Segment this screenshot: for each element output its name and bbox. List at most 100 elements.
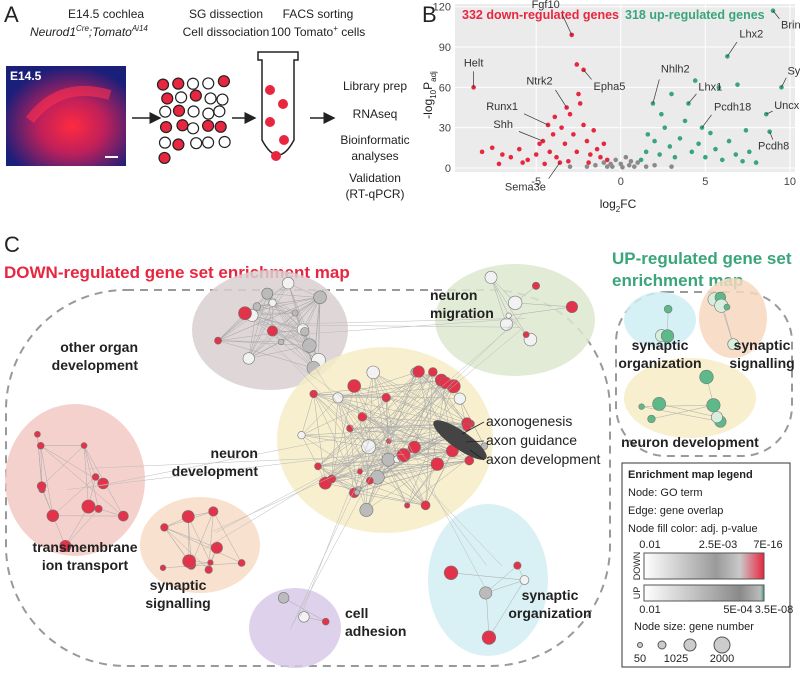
point bbox=[696, 141, 701, 147]
tissue bbox=[26, 85, 112, 124]
edge bbox=[366, 459, 389, 511]
point bbox=[479, 149, 485, 155]
t: Ai14 bbox=[131, 24, 149, 33]
leader bbox=[561, 13, 573, 36]
point bbox=[743, 128, 749, 133]
point bbox=[632, 164, 637, 169]
edge bbox=[368, 446, 426, 506]
edge bbox=[251, 315, 319, 361]
leader bbox=[769, 131, 774, 140]
node bbox=[462, 422, 472, 432]
point bbox=[601, 141, 607, 147]
panel-label: C bbox=[4, 232, 20, 257]
cluster-label: adhesion bbox=[345, 623, 406, 639]
node bbox=[182, 554, 196, 569]
edge bbox=[280, 341, 314, 369]
cell bbox=[187, 105, 200, 118]
point bbox=[533, 152, 539, 157]
edge bbox=[279, 324, 520, 328]
legend-line: Node size: gene number bbox=[634, 621, 754, 633]
y-tick-label: 90 bbox=[439, 42, 451, 54]
edge bbox=[267, 293, 314, 369]
callout: axon development bbox=[486, 451, 601, 467]
edge bbox=[317, 379, 442, 467]
edge bbox=[300, 440, 370, 617]
point bbox=[613, 157, 618, 163]
cell bbox=[172, 77, 185, 90]
node bbox=[46, 509, 60, 523]
point bbox=[581, 122, 586, 128]
node bbox=[660, 329, 675, 343]
node bbox=[97, 477, 109, 490]
tube bbox=[257, 51, 299, 156]
cell bbox=[201, 136, 215, 149]
point bbox=[623, 154, 629, 160]
edge bbox=[354, 385, 468, 424]
leader bbox=[727, 41, 738, 57]
cell bbox=[216, 93, 229, 106]
node bbox=[302, 338, 317, 353]
size-key bbox=[683, 638, 697, 652]
axon-cluster bbox=[433, 420, 487, 460]
edge bbox=[253, 318, 503, 326]
cluster-label: neuron bbox=[430, 287, 477, 303]
legend-label: 332 down-regulated genes bbox=[462, 8, 619, 22]
edge bbox=[356, 371, 419, 493]
point bbox=[662, 125, 668, 130]
step: FACS sorting bbox=[283, 7, 354, 21]
cell bbox=[190, 137, 203, 150]
cell bbox=[278, 99, 288, 109]
x-axis-label: log2FC bbox=[600, 197, 637, 214]
cell bbox=[186, 122, 200, 135]
edge bbox=[651, 404, 714, 420]
point bbox=[652, 162, 657, 168]
y-tick-label: 120 bbox=[433, 2, 451, 14]
edge bbox=[212, 453, 384, 532]
point bbox=[598, 154, 603, 160]
cell bbox=[202, 107, 215, 120]
point bbox=[588, 152, 593, 157]
node bbox=[37, 441, 45, 450]
point bbox=[672, 154, 678, 160]
node bbox=[519, 575, 530, 585]
point bbox=[577, 101, 583, 106]
node bbox=[381, 393, 391, 403]
size-label: 2000 bbox=[710, 653, 734, 665]
cluster-label: development bbox=[52, 357, 139, 373]
edge bbox=[368, 371, 434, 447]
point bbox=[566, 158, 571, 164]
node bbox=[366, 365, 380, 380]
leader bbox=[772, 10, 780, 19]
cluster-label: ion transport bbox=[42, 557, 129, 573]
leader bbox=[465, 440, 485, 443]
edge bbox=[366, 380, 442, 511]
leader bbox=[461, 421, 485, 435]
node bbox=[723, 303, 731, 311]
cluster-label: signalling bbox=[729, 355, 794, 371]
up-title: UP-regulated gene set bbox=[612, 249, 792, 268]
cluster-label: neuron bbox=[211, 445, 258, 461]
edge bbox=[389, 437, 487, 566]
node bbox=[34, 430, 41, 438]
point bbox=[659, 111, 664, 117]
y-tick-label: 30 bbox=[439, 123, 451, 135]
point bbox=[652, 138, 657, 144]
node bbox=[354, 489, 360, 496]
gene-label: Nhlh2 bbox=[661, 63, 690, 75]
node bbox=[277, 592, 290, 604]
t: -log bbox=[421, 99, 435, 119]
edge bbox=[286, 317, 526, 336]
edge bbox=[248, 293, 268, 359]
point bbox=[645, 132, 651, 137]
edge bbox=[217, 340, 314, 369]
cell bbox=[218, 135, 231, 149]
edge bbox=[403, 450, 453, 456]
node bbox=[268, 298, 277, 307]
edge bbox=[284, 318, 367, 452]
size-label: 50 bbox=[634, 653, 646, 665]
point bbox=[489, 145, 495, 151]
point bbox=[537, 141, 542, 147]
node bbox=[357, 412, 368, 422]
edge bbox=[396, 398, 460, 460]
point bbox=[708, 130, 713, 136]
